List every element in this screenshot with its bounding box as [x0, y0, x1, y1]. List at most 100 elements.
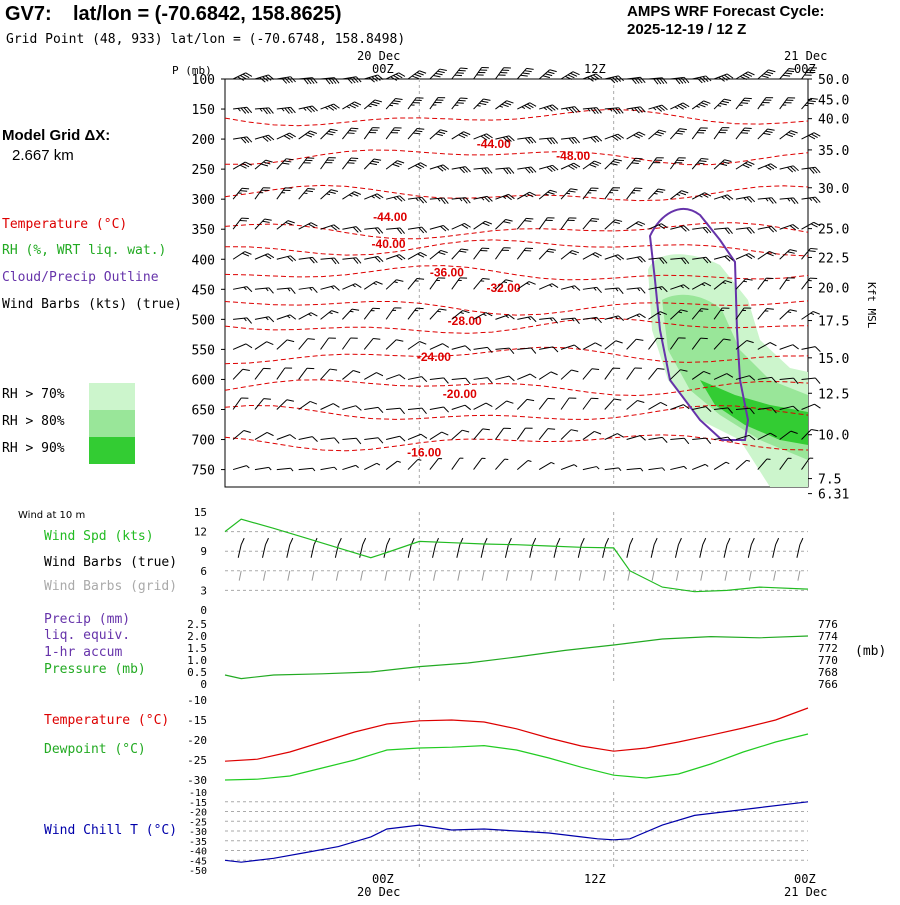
wind-barb-3-153-flag	[484, 167, 490, 174]
isotherm-label-9: -16.00	[407, 446, 441, 460]
wind-chill-legend: Wind Chill T (°C)	[44, 823, 178, 838]
wind-barb-6-59	[320, 257, 340, 265]
wind-barb-12-153-staff	[473, 428, 484, 440]
wind-barb-6-221-flag	[592, 253, 600, 258]
wind-barb-2-302-flag	[720, 129, 728, 131]
wind-barb-10-302	[713, 373, 734, 380]
wind-barb-1-153-flag	[479, 102, 487, 106]
wind-barb-8-221-staff	[582, 316, 597, 320]
wind-barb-11-316	[735, 407, 755, 415]
wind-barb-7-73-flag	[354, 283, 362, 288]
wind-barb-0-19-staff	[254, 74, 269, 80]
wind10m-grid-barb-85	[360, 570, 364, 581]
wind-barb-4-275-half	[676, 193, 681, 196]
wind-barb-8-100-flag	[394, 307, 402, 309]
wind-barb-2-316-staff	[735, 127, 745, 140]
wind-barb-4-113-flag	[421, 196, 428, 204]
wind-barb-4-32-half	[281, 192, 286, 194]
wind-barb-11-356	[801, 403, 821, 410]
wind-barb-7-329-flag	[766, 277, 774, 280]
wind-barb-13-235-half	[618, 467, 622, 471]
wind-barb-6-181-staff	[516, 247, 527, 260]
wind-barb-0-59-flag	[328, 77, 334, 85]
wind-barb-0-208-staff	[560, 71, 574, 80]
wind-barb-6-289	[692, 256, 712, 264]
wind-barb-8-289-staff	[691, 308, 702, 320]
wind-barb-6-329-flag	[766, 252, 774, 257]
wind-barb-7-221-flag	[596, 286, 602, 294]
wind-barb-5-356-flag	[813, 221, 821, 227]
wind-barb-2-316-flag	[744, 127, 752, 130]
wind-barb-0-100-flag	[398, 72, 406, 77]
wind-barb-11-86-staff	[364, 406, 379, 410]
wind-barb-3-289-flag	[701, 157, 709, 160]
wind-barb-10-262	[648, 368, 665, 380]
wind-barb-3-46-staff	[298, 157, 308, 170]
wind-barb-11-46-staff	[298, 401, 311, 410]
wind-barb-7-289-staff	[691, 282, 705, 290]
wind-barb-11-275-flag	[683, 404, 690, 410]
wind-barb-6-356-flag	[808, 250, 816, 252]
wind-barb-4-289-flag	[701, 193, 709, 198]
wind-barb-3-153	[473, 167, 493, 175]
wind-barb-3-59-flag	[325, 162, 333, 164]
wind-barb-11-19-staff	[254, 398, 265, 410]
wind-barb-11-275-staff	[670, 404, 684, 410]
wind-barb-7-194-flag	[551, 283, 559, 288]
precip-ytick-1: 0.5	[187, 666, 207, 679]
wind-barb-1-302	[713, 98, 732, 110]
wind-barb-12-356	[801, 428, 819, 440]
wind-barb-7-316	[735, 278, 753, 290]
wind-barb-7-208	[560, 285, 581, 291]
wind-barb-5-275-flag	[683, 225, 690, 231]
wind-barb-1-140	[451, 97, 468, 110]
wind-barb-3-194-staff	[539, 164, 553, 170]
wind-barb-5-153	[473, 220, 493, 230]
wind-barb-5-167-flag	[503, 221, 511, 224]
wind-barb-12-329	[757, 432, 777, 440]
wind-barb-10-208-staff	[560, 369, 572, 380]
wind-barb-0-208-flag	[567, 74, 575, 79]
wind-barb-3-356-flag	[812, 167, 818, 174]
wind-barb-7-289-flag	[704, 282, 712, 287]
wind-barb-7-194-staff	[538, 283, 553, 290]
isotherm-line-0	[224, 108, 809, 127]
wind-barb-12-59-flag	[334, 437, 340, 444]
wind-barb-2-208-flag	[568, 137, 575, 144]
wind-barb-9-356	[801, 346, 821, 353]
wind-barb-5-248	[626, 221, 646, 230]
rh90-swatch	[89, 437, 135, 464]
wind10m-true-barb-355	[796, 544, 801, 558]
wind-barb-13-208-half	[573, 464, 578, 468]
wind-barb-1-302-staff	[713, 98, 725, 110]
wind-barb-2-329	[757, 128, 775, 140]
wind-barb-3-153-staff	[473, 167, 488, 170]
wind10m-true-barb-flag-325	[750, 537, 755, 545]
wind-barb-1-126-half	[432, 104, 437, 106]
wind-barb-3-194	[539, 164, 559, 173]
wind-barb-2-19-flag	[265, 135, 272, 142]
legend-rh: RH (%, WRT liq. wat.)	[2, 243, 167, 258]
wind-barb-5-221-flag	[591, 217, 600, 220]
wind-barb-10-5-staff	[232, 368, 244, 380]
wind-barb-5-262	[648, 223, 668, 230]
wind-barb-11-59	[320, 403, 340, 410]
wind-barb-4-19-staff	[254, 187, 264, 200]
wind-barb-0-194-flag	[545, 73, 553, 77]
wind-barb-2-235-flag	[614, 134, 622, 140]
wind-barb-4-19-flag	[263, 187, 271, 189]
rh70-label: RH > 70%	[2, 387, 65, 402]
wind-barb-12-86-staff	[364, 437, 379, 441]
wind-barb-7-181	[517, 281, 536, 290]
wind-barb-13-73	[342, 464, 359, 471]
wind-barb-4-46-staff	[298, 188, 309, 200]
wind-barb-4-262-flag	[658, 188, 666, 191]
wind-barb-0-19-flag	[268, 74, 275, 80]
wind-barb-6-140	[451, 248, 469, 260]
wind-barb-8-208	[560, 317, 580, 325]
wind-barb-2-73-flag	[351, 127, 359, 130]
wind-barb-1-194-flag	[546, 106, 553, 112]
wind-barb-8-86-staff	[363, 307, 374, 320]
isotherm-line-9	[224, 379, 809, 397]
